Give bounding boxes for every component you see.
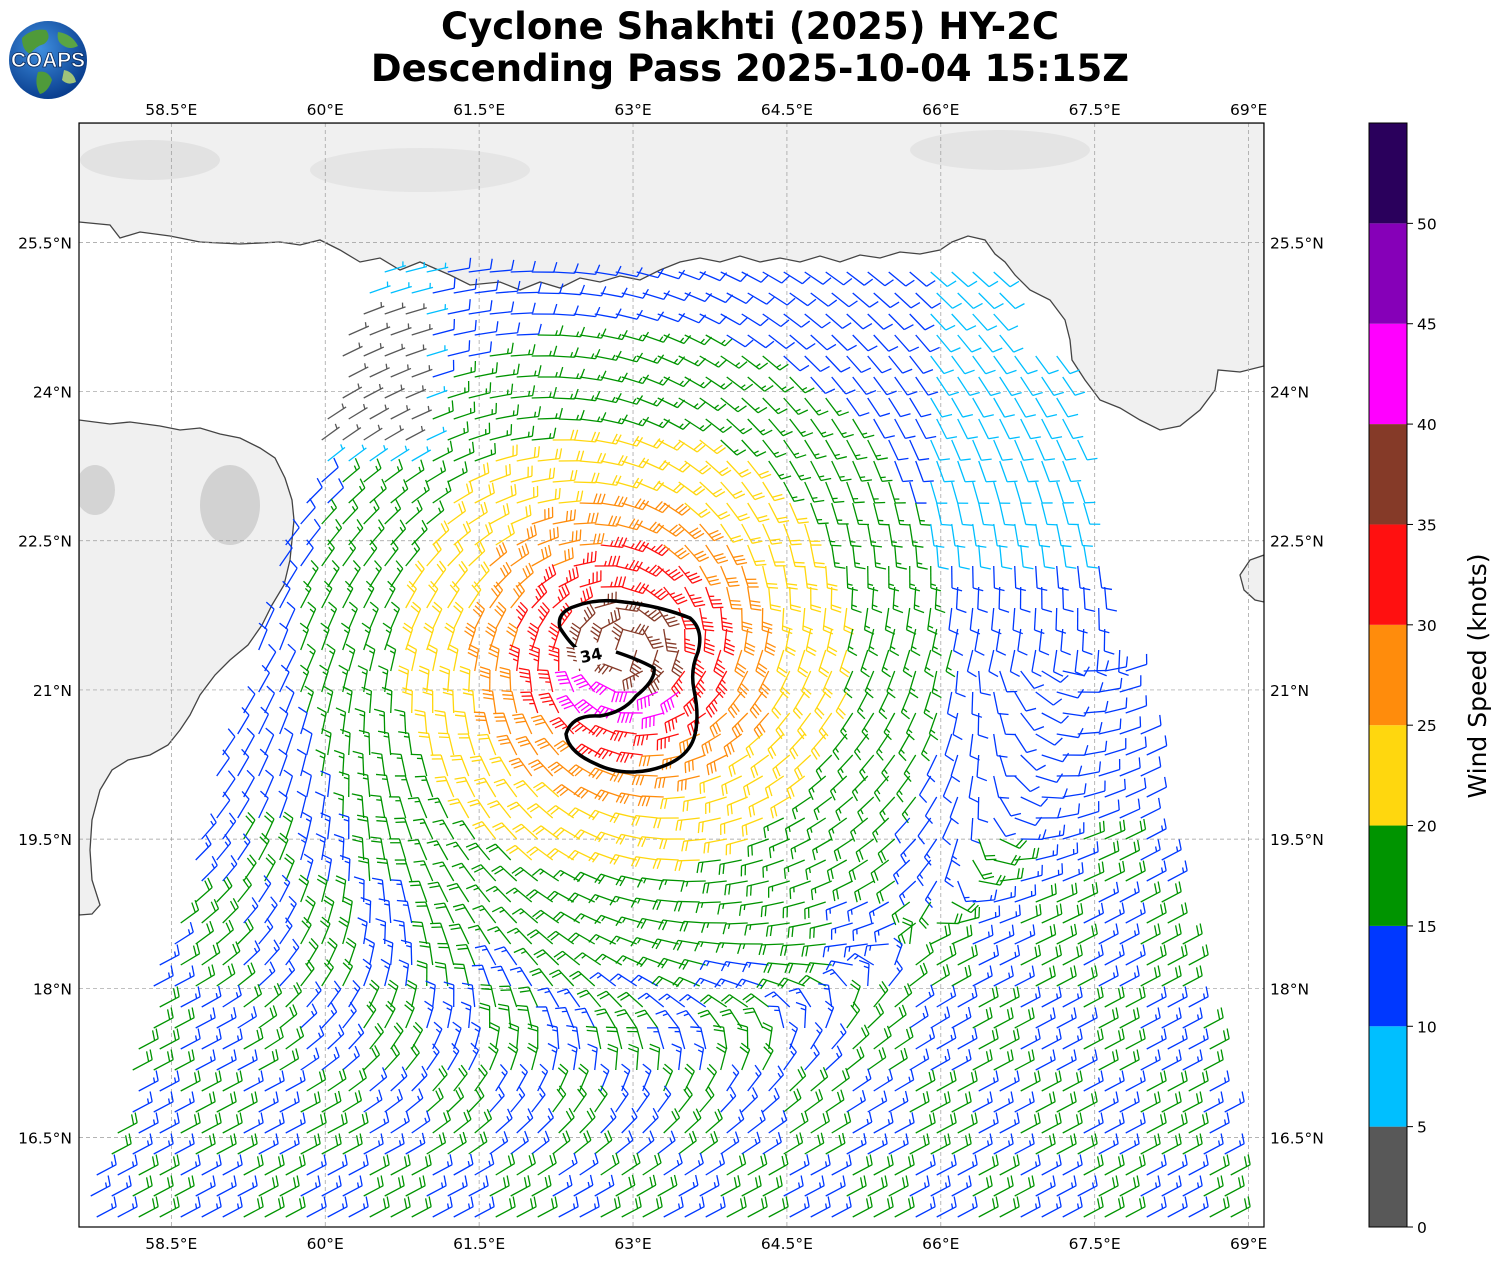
colorbar-tick-label: 50	[1417, 215, 1437, 233]
chart-title: Cyclone Shakhti (2025) HY-2C Descending …	[0, 6, 1500, 90]
lat-tick-label: 18°N	[33, 980, 72, 998]
colorbar-tick-label: 45	[1417, 316, 1437, 334]
lat-ticks-left: 25.5°N 24°N 22.5°N 21°N 19.5°N 18°N 16.5°N	[18, 234, 72, 1147]
colorbar-tick-label: 35	[1417, 516, 1437, 534]
land-west	[79, 419, 295, 916]
lat-tick-label: 24°N	[33, 384, 72, 402]
svg-text:COAPS: COAPS	[11, 49, 85, 72]
lon-tick-label: 69°E	[1230, 1235, 1267, 1253]
lat-tick-label: 22.5°N	[1270, 533, 1324, 551]
lat-tick-label: 21°N	[33, 682, 72, 700]
lat-ticks-right: 25.5°N 24°N 22.5°N 21°N 19.5°N 18°N 16.5°N	[1270, 234, 1324, 1147]
colorbar-tick-label: 30	[1417, 617, 1437, 635]
lon-tick-label: 69°E	[1230, 101, 1267, 119]
colorbar-tick-label: 0	[1417, 1219, 1427, 1237]
colorbar-tick-label: 5	[1417, 1119, 1427, 1137]
coaps-logo: COAPS	[9, 21, 87, 99]
lon-tick-label: 64.5°E	[761, 101, 813, 119]
lat-tick-label: 21°N	[1270, 682, 1309, 700]
lon-tick-label: 61.5°E	[453, 1235, 505, 1253]
lon-tick-label: 66°E	[922, 101, 959, 119]
colorbar-tick-label: 40	[1417, 416, 1437, 434]
colorbar-tick-label: 25	[1417, 717, 1437, 735]
lon-ticks-top: 58.5°E 60°E 61.5°E 63°E 64.5°E 66°E 67.5°E 69°E	[145, 101, 1267, 119]
gridlines	[79, 123, 1264, 1227]
colorbar-bin	[1369, 1026, 1407, 1127]
lat-tick-label: 25.5°N	[18, 234, 72, 252]
colorbar-bin	[1369, 223, 1407, 324]
land-east-bottom	[1239, 554, 1264, 603]
lon-tick-label: 66°E	[922, 1235, 959, 1253]
lon-tick-label: 60°E	[307, 101, 344, 119]
lon-tick-label: 58.5°E	[145, 101, 197, 119]
colorbar-tick-label: 10	[1417, 1018, 1437, 1036]
colorbar-tick-label: 20	[1417, 818, 1437, 836]
lon-ticks-bottom: 58.5°E 60°E 61.5°E 63°E 64.5°E 66°E 67.5°E 69°E	[145, 1235, 1267, 1253]
colorbar-tick-label: 15	[1417, 918, 1437, 936]
lat-tick-label: 22.5°N	[18, 533, 72, 551]
colorbar-bin	[1369, 424, 1407, 525]
colorbar-bin	[1369, 825, 1407, 926]
title-line-2: Descending Pass 2025-10-04 15:15Z	[370, 47, 1130, 90]
colorbar-bin	[1369, 1126, 1407, 1227]
colorbar-bin	[1369, 123, 1407, 224]
lat-tick-label: 19.5°N	[1270, 831, 1324, 849]
title-line-1: Cyclone Shakhti (2025) HY-2C	[440, 5, 1060, 48]
land-north	[79, 123, 1264, 431]
lon-tick-label: 67.5°E	[1069, 101, 1121, 119]
colorbar-bin	[1369, 524, 1407, 625]
lon-tick-label: 60°E	[307, 1235, 344, 1253]
wind-barbs	[90, 257, 1251, 1218]
lat-tick-label: 19.5°N	[18, 831, 72, 849]
lon-tick-label: 63°E	[614, 1235, 651, 1253]
lon-tick-label: 61.5°E	[453, 101, 505, 119]
colorbar-bin	[1369, 624, 1407, 726]
contour-label: 34	[578, 644, 604, 667]
lon-tick-label: 64.5°E	[761, 1235, 813, 1253]
map-frame	[78, 122, 1265, 1228]
terrain-shading	[79, 130, 1090, 545]
colorbar-bin	[1369, 925, 1407, 1027]
colorbar: 0 5 10 15 20 25 30 35 40 45 50	[1368, 122, 1437, 1237]
lat-tick-label: 25.5°N	[1270, 234, 1324, 252]
lat-tick-label: 18°N	[1270, 980, 1309, 998]
lat-tick-label: 24°N	[1270, 384, 1309, 402]
lon-tick-label: 63°E	[614, 101, 651, 119]
contour-label-box	[574, 641, 608, 669]
colorbar-frame	[1368, 122, 1408, 1228]
colorbar-label: Wind Speed (knots)	[1463, 553, 1492, 798]
colorbar-bin	[1369, 323, 1407, 425]
lon-tick-label: 67.5°E	[1069, 1235, 1121, 1253]
colorbar-bin	[1369, 725, 1407, 826]
lat-tick-label: 16.5°N	[1270, 1129, 1324, 1147]
lat-tick-label: 16.5°N	[18, 1129, 72, 1147]
lon-tick-label: 58.5°E	[145, 1235, 197, 1253]
